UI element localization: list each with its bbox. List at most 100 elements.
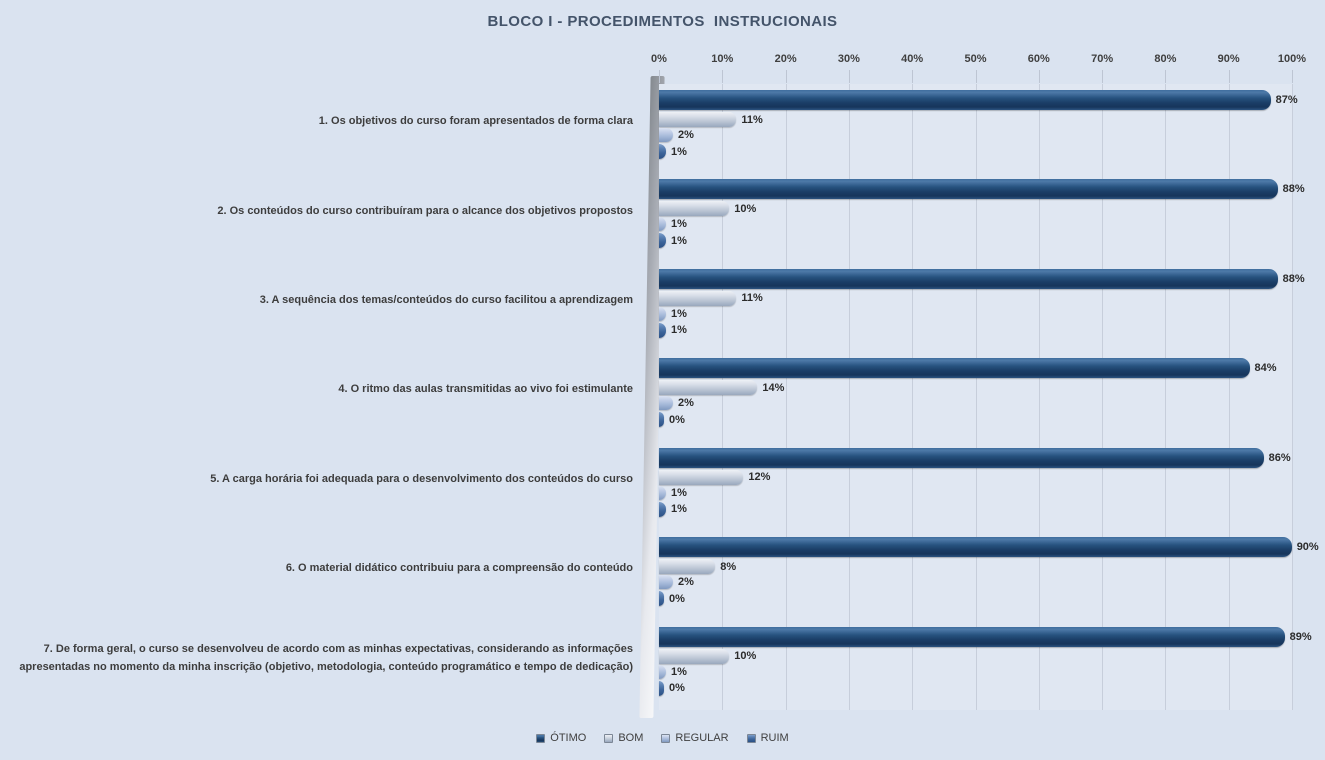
axis-tick-label: 90% [1217, 53, 1240, 65]
value-label: 1% [671, 307, 687, 320]
bar-regular [659, 485, 667, 500]
axis-tick-label: 0% [651, 53, 667, 65]
value-label: 1% [671, 324, 687, 337]
value-label: 2% [678, 576, 694, 589]
category-label: 3. A sequência dos temas/conteúdos do cu… [259, 294, 633, 307]
bar-regular [659, 128, 674, 142]
axis-tick [1102, 70, 1104, 83]
bar-regular [659, 306, 667, 321]
gridline [1228, 84, 1230, 710]
bar-bom [659, 112, 737, 127]
axis-tick [848, 70, 850, 83]
bar-regular [659, 396, 674, 411]
bar-row: 10% [659, 648, 1325, 664]
value-label: 12% [748, 471, 771, 484]
bar-bom [659, 469, 744, 485]
legend-label: RUIM [760, 732, 789, 744]
axis-tick [1038, 70, 1040, 83]
axis-tick [659, 70, 660, 83]
bar-row: 2% [659, 128, 1325, 142]
gridline [1102, 84, 1104, 710]
gridline [785, 84, 787, 710]
bar-timo [659, 268, 1278, 289]
bar-bom [659, 201, 730, 217]
value-label: 88% [1282, 272, 1305, 285]
value-label: 1% [671, 218, 687, 231]
gridline [912, 84, 914, 710]
category-labels: 1. Os objetivos do curso foram apresenta… [6, 84, 639, 710]
bar-row: 86% [659, 447, 1325, 468]
bar-row: 89% [659, 626, 1325, 647]
legend-label: REGULAR [675, 732, 729, 744]
bar-ruim [659, 591, 664, 607]
bar-bom [659, 290, 737, 306]
chart-title: BLOCO I - PROCEDIMENTOS INSTRUCIONAIS [487, 13, 838, 30]
value-label: 0% [669, 592, 685, 605]
legend-item: RUIM [746, 732, 789, 744]
value-label: 89% [1289, 630, 1312, 643]
axis-tick [1292, 70, 1293, 83]
bar-row: 1% [659, 233, 1325, 249]
gridline [1165, 84, 1167, 710]
value-label: 1% [671, 145, 687, 158]
value-label: 8% [720, 560, 737, 573]
value-label: 1% [671, 503, 687, 516]
axis-tick [785, 70, 787, 83]
bar-row: 84% [659, 358, 1325, 379]
bar-ruim [659, 412, 664, 428]
category-label: 1. Os objetivos do curso foram apresenta… [318, 115, 633, 128]
value-label: 11% [741, 292, 763, 305]
bar-row: 1% [659, 664, 1325, 679]
value-label: 0% [669, 413, 685, 426]
bar-row: 14% [659, 380, 1325, 396]
bar-row: 0% [659, 412, 1325, 428]
legend-swatch-bom [604, 733, 614, 743]
bar-timo [659, 447, 1264, 468]
gridline [1292, 84, 1293, 710]
legend-item: REGULAR [661, 732, 729, 744]
bar-row: 1% [659, 501, 1325, 517]
bar-ruim [659, 233, 667, 249]
bar-row: 12% [659, 469, 1325, 485]
bar-row: 87% [659, 90, 1325, 110]
legend: ÓTIMO BOM REGULAR RUIM [0, 732, 1325, 744]
bar-row: 1% [659, 217, 1325, 232]
legend-item: BOM [604, 732, 643, 744]
bar-regular [659, 217, 667, 232]
axis-tick-label: 30% [837, 53, 860, 65]
value-label: 10% [734, 202, 757, 215]
bar-row: 2% [659, 396, 1325, 411]
bar-row: 11% [659, 290, 1325, 306]
gridline [1038, 84, 1040, 710]
bar-row: 1% [659, 322, 1325, 338]
bar-row: 1% [659, 485, 1325, 500]
category-label: 4. O ritmo das aulas transmitidas ao viv… [338, 383, 633, 396]
bar-ruim [659, 144, 667, 159]
bar-row: 10% [659, 201, 1325, 217]
bar-row: 88% [659, 179, 1325, 200]
legend-swatch-regular [661, 733, 671, 743]
value-label: 0% [669, 682, 685, 695]
value-label: 1% [671, 234, 687, 247]
axis-tick [1228, 70, 1230, 83]
axis-tick-label: 20% [774, 53, 797, 65]
axis-tick [912, 70, 914, 83]
bar-bom [659, 648, 730, 664]
value-label: 2% [678, 397, 694, 410]
value-label: 86% [1268, 451, 1291, 464]
bar-row: 1% [659, 144, 1325, 159]
legend-label: ÓTIMO [550, 732, 587, 744]
legend-label: BOM [618, 732, 644, 744]
bar-timo [659, 179, 1278, 200]
bar-row: 0% [659, 680, 1325, 696]
bar-row: 2% [659, 575, 1325, 590]
bar-timo [659, 626, 1285, 647]
axis-tick-label: 100% [1277, 53, 1307, 65]
bar-row: 11% [659, 112, 1325, 127]
bar-row: 90% [659, 537, 1325, 558]
bar-row: 0% [659, 591, 1325, 607]
category-label: 5. A carga horária foi adequada para o d… [210, 472, 633, 485]
axis-tick [975, 70, 977, 83]
bar-regular [659, 575, 674, 590]
bar-bom [659, 380, 758, 396]
